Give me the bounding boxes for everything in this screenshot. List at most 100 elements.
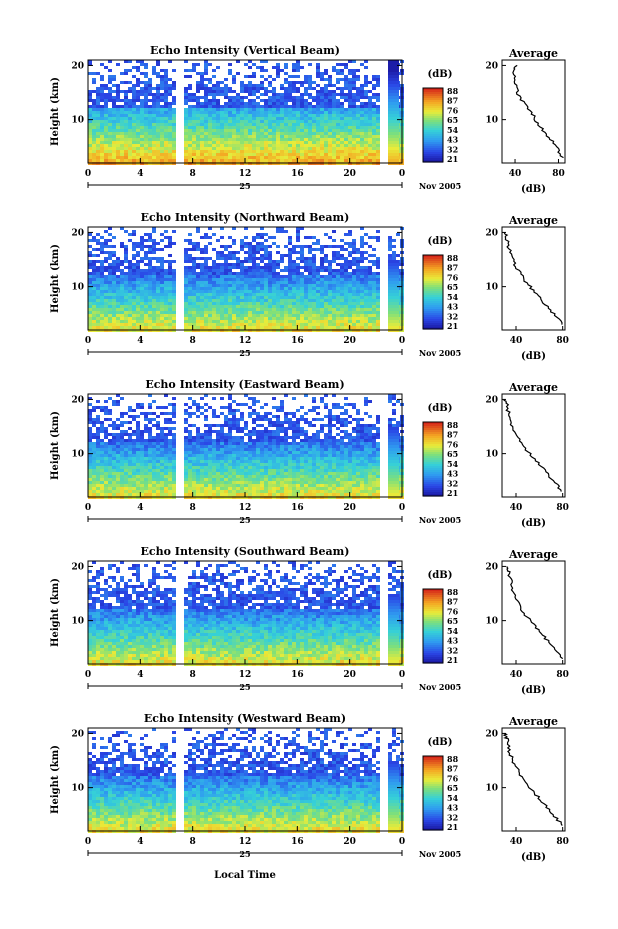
colorbar-frame [422, 254, 444, 330]
x-tick-label: 0 [399, 670, 405, 680]
colorbar-tick-label: 87 [447, 430, 458, 440]
colorbar-swatch [423, 287, 443, 290]
x-tick-label: 0 [399, 336, 405, 346]
month-year-label: Nov 2005 [419, 849, 461, 859]
avg-x-tick-label: 40 [510, 336, 523, 346]
x-tick-label: 20 [343, 837, 356, 847]
avg-x-axis-label: (dB) [521, 351, 546, 362]
colorbar-swatch [423, 476, 443, 479]
colorbar-swatch [423, 297, 443, 300]
colorbar-swatch [423, 659, 443, 662]
colorbar-swatch [423, 607, 443, 610]
colorbar-swatch [423, 299, 443, 302]
colorbar-swatch [423, 273, 443, 276]
colorbar-swatch [423, 323, 443, 326]
colorbar-swatch [423, 828, 443, 831]
colorbar-swatch [423, 440, 443, 443]
colorbar-swatch [423, 132, 443, 135]
colorbar-swatch [423, 142, 443, 145]
colorbar-swatch [423, 657, 443, 660]
colorbar-swatch [423, 289, 443, 292]
colorbar-swatch [423, 98, 443, 101]
colorbar-swatch [423, 486, 443, 489]
average-title: Average [508, 715, 558, 728]
colorbar-unit: (dB) [428, 737, 453, 748]
colorbar-swatch [423, 311, 443, 314]
avg-y-tick-label: 10 [485, 450, 498, 460]
colorbar-swatch [423, 267, 443, 270]
colorbar-swatch [423, 788, 443, 791]
colorbar-swatch [423, 774, 443, 777]
colorbar-swatch [423, 593, 443, 596]
colorbar-tick-label: 21 [447, 655, 458, 665]
month-year-label: Nov 2005 [419, 515, 461, 525]
heatmap [88, 394, 404, 499]
colorbar-unit: (dB) [428, 570, 453, 581]
colorbar-tick-label: 54 [447, 292, 459, 302]
colorbar-swatch [423, 758, 443, 761]
colorbar-swatch [423, 317, 443, 320]
x-tick-label: 0 [399, 169, 405, 179]
colorbar-swatch [423, 128, 443, 131]
colorbar-swatch [423, 160, 443, 163]
colorbar-swatch [423, 259, 443, 262]
colorbar-swatch [423, 426, 443, 429]
avg-y-tick-label: 10 [485, 617, 498, 627]
x-tick-label: 0 [85, 670, 91, 680]
colorbar-swatch [423, 126, 443, 129]
colorbar-swatch [423, 782, 443, 785]
heatmap [88, 227, 404, 332]
colorbar-tick-label: 88 [447, 253, 459, 263]
colorbar-swatch [423, 148, 443, 151]
colorbar-swatch [423, 621, 443, 624]
y-tick-label: 10 [71, 283, 84, 293]
colorbar-swatch [423, 285, 443, 288]
colorbar-swatch [423, 275, 443, 278]
colorbar-swatch [423, 629, 443, 632]
colorbar-swatch [423, 641, 443, 644]
colorbar-swatch [423, 482, 443, 485]
colorbar-swatch [423, 138, 443, 141]
x-tick-label: 4 [137, 670, 143, 680]
x-tick-label: 20 [343, 169, 356, 179]
x-tick-label: 0 [85, 503, 91, 513]
colorbar-tick-label: 21 [447, 321, 458, 331]
x-tick-label: 0 [399, 837, 405, 847]
colorbar-swatch [423, 114, 443, 117]
colorbar-swatch [423, 116, 443, 119]
colorbar-swatch [423, 464, 443, 467]
colorbar-swatch [423, 456, 443, 459]
colorbar-swatch [423, 92, 443, 95]
avg-x-tick-label: 80 [552, 169, 565, 179]
colorbar-frame [422, 588, 444, 664]
colorbar-swatch [423, 458, 443, 461]
y-tick-label: 10 [71, 617, 84, 627]
x-tick-label: 4 [137, 336, 143, 346]
colorbar-swatch [423, 810, 443, 813]
avg-y-tick-label: 10 [485, 283, 498, 293]
x-tick-label: 16 [291, 336, 304, 346]
x-tick-label: 12 [239, 169, 252, 179]
x-tick-label: 20 [343, 670, 356, 680]
x-axis-label: Local Time [214, 870, 276, 881]
colorbar-tick-label: 88 [447, 754, 459, 764]
colorbar-swatch [423, 826, 443, 829]
x-tick-label: 0 [85, 837, 91, 847]
y-tick-label: 10 [71, 784, 84, 794]
colorbar-swatch [423, 130, 443, 133]
colorbar-swatch [423, 589, 443, 592]
avg-y-tick-label: 10 [485, 116, 498, 126]
colorbar-swatch [423, 428, 443, 431]
colorbar-swatch [423, 321, 443, 324]
average-title: Average [508, 214, 558, 227]
colorbar-tick-label: 88 [447, 86, 459, 96]
colorbar-swatch [423, 655, 443, 658]
x-tick-label: 16 [291, 169, 304, 179]
y-axis-label: Height (km) [50, 411, 61, 480]
y-axis-label: Height (km) [50, 578, 61, 647]
colorbar-swatch [423, 490, 443, 493]
colorbar-swatch [423, 647, 443, 650]
y-axis-label: Height (km) [50, 244, 61, 313]
colorbar-swatch [423, 468, 443, 471]
x-tick-label: 4 [137, 169, 143, 179]
